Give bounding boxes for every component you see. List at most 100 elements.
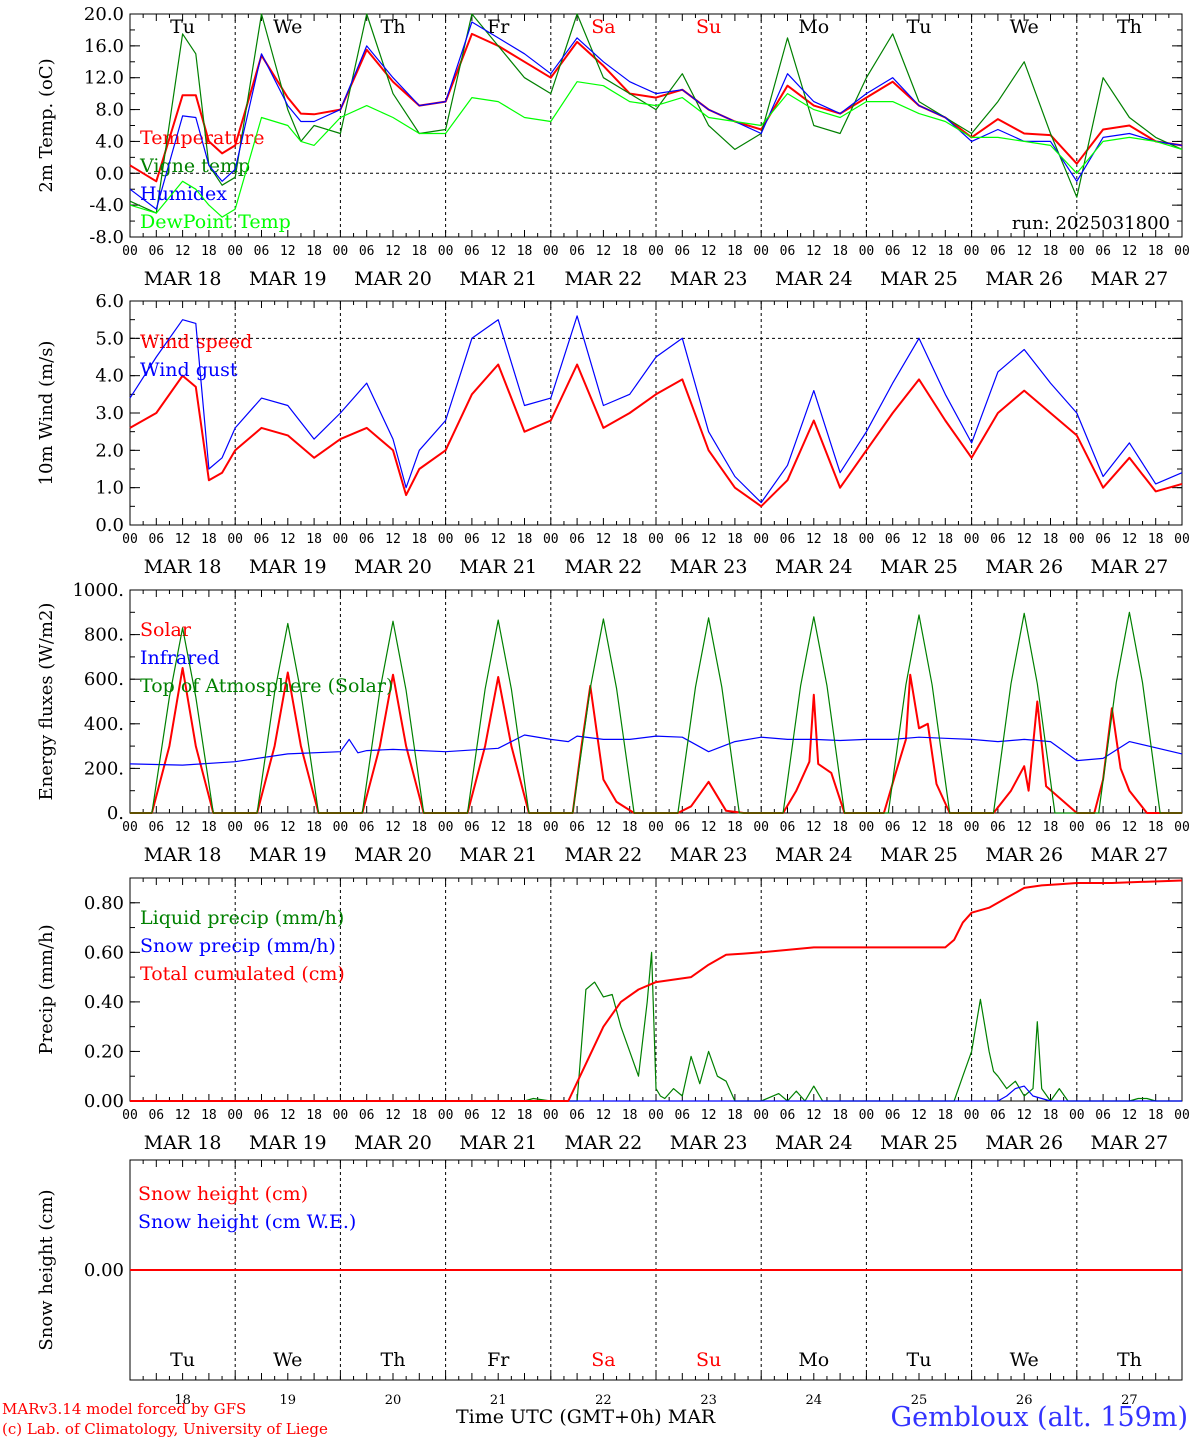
hour-label: 00 — [438, 532, 454, 547]
date-label: MAR 18 — [144, 268, 222, 290]
legend-entry: DewPoint Temp — [140, 211, 291, 233]
hour-label: 18 — [622, 1108, 638, 1123]
y-tick-label: 400. — [84, 714, 124, 735]
hour-label: 18 — [937, 820, 953, 835]
day-name: We — [273, 1349, 302, 1371]
hour-label: 00 — [227, 1108, 243, 1123]
hour-label: 00 — [543, 532, 559, 547]
date-label: MAR 21 — [459, 556, 537, 578]
hour-label: 12 — [175, 1108, 191, 1123]
day-number: 18 — [174, 1393, 191, 1408]
hour-label: 00 — [964, 820, 980, 835]
hour-label: 06 — [254, 820, 270, 835]
hour-label: 06 — [359, 820, 375, 835]
y-tick-label: 3.0 — [95, 403, 124, 424]
hour-label: 06 — [254, 244, 270, 259]
hour-label: 12 — [385, 820, 401, 835]
location-label: Gembloux (alt. 159m) — [890, 1402, 1188, 1433]
hour-label: 12 — [911, 532, 927, 547]
date-label: MAR 22 — [565, 1132, 643, 1154]
date-label: MAR 21 — [459, 844, 537, 866]
hour-label: 00 — [648, 532, 664, 547]
hour-label: 06 — [569, 820, 585, 835]
day-number: 22 — [595, 1393, 612, 1408]
footer-lab: (c) Lab. of Climatology, University of L… — [2, 1420, 328, 1438]
y-tick-label: 16.0 — [84, 36, 124, 57]
day-number: 25 — [911, 1393, 928, 1408]
hour-label: 00 — [753, 532, 769, 547]
date-label: MAR 21 — [459, 268, 537, 290]
date-label: MAR 23 — [670, 1132, 748, 1154]
hour-label: 12 — [280, 532, 296, 547]
hour-label: 00 — [1174, 532, 1190, 547]
hour-label: 12 — [1122, 820, 1138, 835]
hour-label: 00 — [1069, 244, 1085, 259]
hour-label: 06 — [569, 244, 585, 259]
date-label: MAR 22 — [565, 844, 643, 866]
date-label: MAR 24 — [775, 844, 853, 866]
hour-label: 00 — [333, 1108, 349, 1123]
hour-label: 00 — [648, 1108, 664, 1123]
hour-label: 18 — [727, 1108, 743, 1123]
hour-label: 18 — [1148, 820, 1164, 835]
date-label: MAR 27 — [1091, 844, 1169, 866]
hour-label: 06 — [674, 820, 690, 835]
legend-entry: Wind speed — [140, 331, 252, 353]
y-tick-label: 0.80 — [84, 893, 124, 914]
hour-label: 00 — [1174, 244, 1190, 259]
hour-label: 18 — [1043, 244, 1059, 259]
hour-label: 00 — [333, 820, 349, 835]
legend-entry: Temperature — [140, 127, 264, 149]
date-label: MAR 27 — [1091, 1132, 1169, 1154]
date-label: MAR 19 — [249, 1132, 327, 1154]
hour-label: 06 — [990, 244, 1006, 259]
series-line-infrared — [129, 734, 1183, 766]
hour-label: 00 — [964, 1108, 980, 1123]
hour-label: 12 — [596, 1108, 612, 1123]
hour-label: 12 — [490, 820, 506, 835]
legend-entry: Snow height (cm W.E.) — [138, 1211, 356, 1233]
hour-label: 12 — [175, 532, 191, 547]
hour-label: 06 — [674, 244, 690, 259]
date-label: MAR 22 — [565, 268, 643, 290]
hour-label: 06 — [1095, 244, 1111, 259]
hour-label: 00 — [227, 532, 243, 547]
hour-label: 00 — [227, 820, 243, 835]
panel-2-frame — [129, 300, 1183, 526]
y-tick-label: -4.0 — [89, 195, 124, 216]
date-label: MAR 24 — [775, 268, 853, 290]
hour-label: 00 — [122, 820, 138, 835]
series-line-total-cumulated-cm- — [130, 879, 1183, 1102]
y-tick-label: 5.0 — [95, 328, 124, 349]
hour-label: 12 — [385, 244, 401, 259]
series-line-wind-speed — [129, 363, 1183, 508]
hour-label: 06 — [1095, 820, 1111, 835]
date-label: MAR 22 — [565, 556, 643, 578]
hour-label: 12 — [911, 244, 927, 259]
hour-label: 06 — [780, 1108, 796, 1123]
date-label: MAR 26 — [985, 556, 1063, 578]
hour-label: 06 — [780, 532, 796, 547]
hour-label: 12 — [701, 532, 717, 547]
date-label: MAR 26 — [985, 268, 1063, 290]
footer-model: MARv3.14 model forced by GFS — [2, 1400, 247, 1418]
hour-label: 12 — [596, 244, 612, 259]
y-tick-label: 0. — [107, 803, 124, 824]
hour-label: 12 — [701, 1108, 717, 1123]
hour-label: 00 — [543, 244, 559, 259]
series-line-vigne-temp — [129, 13, 1183, 214]
hour-label: 18 — [937, 244, 953, 259]
legend-entry: Liquid precip (mm/h) — [140, 907, 344, 929]
day-number: 21 — [490, 1393, 507, 1408]
hour-label: 12 — [280, 1108, 296, 1123]
day-name: Tu — [170, 1349, 195, 1371]
legend-entry: Humidex — [140, 183, 227, 205]
y-tick-label: 12.0 — [84, 68, 124, 89]
series-line-top-of-atmosphere-solar- — [130, 611, 1182, 814]
hour-label: 06 — [254, 1108, 270, 1123]
day-name: Th — [1117, 16, 1142, 38]
day-name: Mo — [798, 16, 829, 38]
hour-label: 06 — [148, 1108, 164, 1123]
legend-entry: Snow height (cm) — [138, 1183, 308, 1205]
hour-label: 06 — [780, 820, 796, 835]
